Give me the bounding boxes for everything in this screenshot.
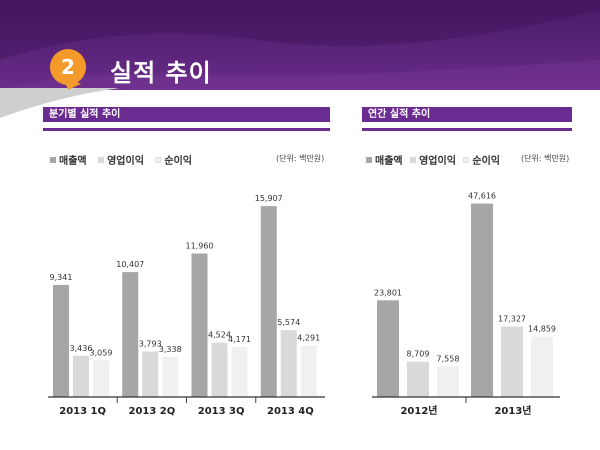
bar-op-profit-3 (211, 342, 228, 397)
header-banner (0, 0, 600, 90)
legend-swatch (50, 157, 56, 163)
bar-op-profit-1 (73, 355, 89, 397)
bar-revenue-1 (53, 284, 69, 397)
data-label-net-income-2: 14,859 (528, 325, 556, 334)
data-label-revenue-2: 10,407 (116, 260, 144, 269)
annual-legend: 매출액 영업이익 순이익 (366, 152, 508, 167)
bar-net-income-2 (162, 356, 179, 397)
legend-swatch (410, 157, 417, 163)
quarterly-unit-label: (단위: 백만원) (276, 154, 325, 163)
legend-item-op-profit: 영업이익 (98, 152, 144, 167)
legend-swatch (155, 157, 162, 163)
legend-item-revenue: 매출액 (50, 152, 87, 167)
data-label-revenue-4: 15,907 (255, 194, 283, 203)
legend-swatch (463, 157, 470, 163)
data-label-op-profit-2: 17,327 (498, 315, 526, 324)
header-curl (0, 88, 120, 118)
header-decoration (0, 0, 600, 90)
data-label-net-income-4: 4,291 (297, 334, 320, 343)
annual-section-title: 연간 실적 추이 (362, 107, 572, 122)
bar-net-income-1 (437, 366, 459, 397)
data-label-op-profit-2: 3,793 (139, 339, 162, 348)
category-label-1: 2013 1Q (59, 406, 106, 417)
legend-item-net-income: 순이익 (155, 152, 192, 167)
legend-item-revenue: 매출액 (366, 152, 403, 167)
data-label-op-profit-1: 3,436 (70, 344, 93, 353)
page-title: 실적 추이 (110, 59, 212, 87)
data-label-op-profit-3: 4,524 (208, 331, 231, 340)
annual-unit-label: (단위: 백만원) (521, 154, 570, 163)
bar-net-income-4 (300, 345, 317, 397)
section-number-badge: 2 (50, 49, 86, 85)
bar-revenue-3 (191, 253, 208, 397)
category-label-2: 2013 2Q (128, 406, 175, 417)
data-label-net-income-1: 3,059 (90, 348, 113, 357)
data-label-net-income-1: 7,558 (437, 354, 460, 363)
legend-item-net-income: 순이익 (463, 152, 500, 167)
bar-net-income-1 (93, 360, 109, 397)
legend-swatch (366, 157, 372, 163)
bar-op-profit-2 (142, 351, 159, 397)
category-label-3: 2013 3Q (198, 406, 245, 417)
quarterly-section-rule (43, 128, 330, 131)
legend-item-op-profit: 영업이익 (410, 152, 456, 167)
bar-op-profit-4 (280, 330, 297, 397)
data-label-net-income-2: 3,338 (159, 345, 182, 354)
bar-net-income-3 (231, 346, 248, 397)
bar-revenue-4 (260, 206, 277, 397)
data-label-op-profit-1: 8,709 (407, 350, 430, 359)
bar-op-profit-2 (501, 326, 523, 397)
quarterly-legend: 매출액 영업이익 순이익 (50, 152, 200, 167)
data-label-revenue-3: 11,960 (186, 241, 214, 250)
bar-net-income-2 (531, 336, 553, 397)
category-label-4: 2013 4Q (267, 406, 314, 417)
bar-op-profit-1 (407, 361, 429, 397)
data-label-op-profit-4: 5,574 (277, 318, 300, 327)
bar-revenue-1 (377, 300, 399, 397)
legend-swatch (98, 157, 105, 163)
data-label-net-income-3: 4,171 (228, 335, 251, 344)
data-label-revenue-2: 47,616 (468, 192, 496, 201)
category-label-2: 2013년 (494, 404, 531, 417)
data-label-revenue-1: 9,341 (50, 273, 73, 282)
bar-revenue-2 (122, 272, 139, 397)
category-label-1: 2012년 (400, 404, 437, 417)
quarterly-section-title: 분기별 실적 추이 (43, 107, 330, 122)
data-label-revenue-1: 23,801 (374, 288, 402, 297)
bar-revenue-2 (471, 203, 493, 397)
annual-section-rule (362, 128, 572, 131)
